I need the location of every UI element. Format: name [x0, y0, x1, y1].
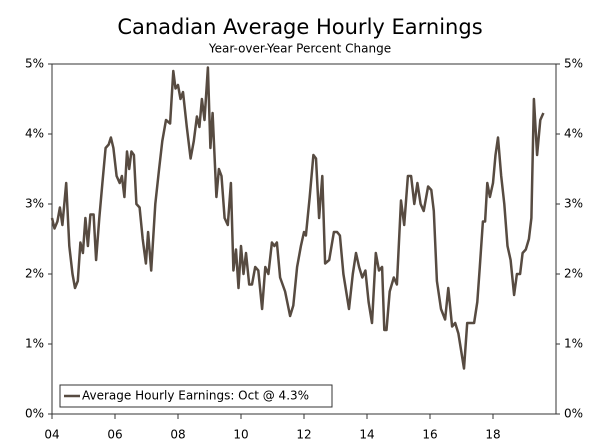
y2-tick-label: 0% [564, 407, 583, 421]
data-line [50, 66, 545, 370]
x-tick-label: 10 [233, 428, 248, 442]
chart-title: Canadian Average Hourly Earnings [117, 15, 482, 39]
x-tick-label: 14 [359, 428, 374, 442]
y2-tick-label: 3% [564, 197, 583, 211]
x-tick-label: 12 [296, 428, 311, 442]
chart-subtitle: Year-over-Year Percent Change [208, 42, 391, 56]
y2-tick-label: 2% [564, 267, 583, 281]
y-tick-label: 0% [25, 407, 44, 421]
y2-tick-label: 1% [564, 337, 583, 351]
plot-frame [51, 63, 557, 415]
x-tick-label: 04 [44, 428, 59, 442]
y-tick-label: 4% [25, 127, 44, 141]
x-tick-label: 18 [485, 428, 500, 442]
x-tick-label: 06 [107, 428, 122, 442]
y-tick-label: 3% [25, 197, 44, 211]
y-tick-label: 2% [25, 267, 44, 281]
legend-box [59, 384, 333, 408]
x-tick-label: 16 [422, 428, 437, 442]
y2-tick-label: 5% [564, 57, 583, 71]
legend-label: Average Hourly Earnings: Oct @ 4.3% [82, 389, 309, 403]
x-tick-label: 08 [170, 428, 185, 442]
y-tick-label: 1% [25, 337, 44, 351]
y-tick-label: 5% [25, 57, 44, 71]
y2-tick-label: 4% [564, 127, 583, 141]
